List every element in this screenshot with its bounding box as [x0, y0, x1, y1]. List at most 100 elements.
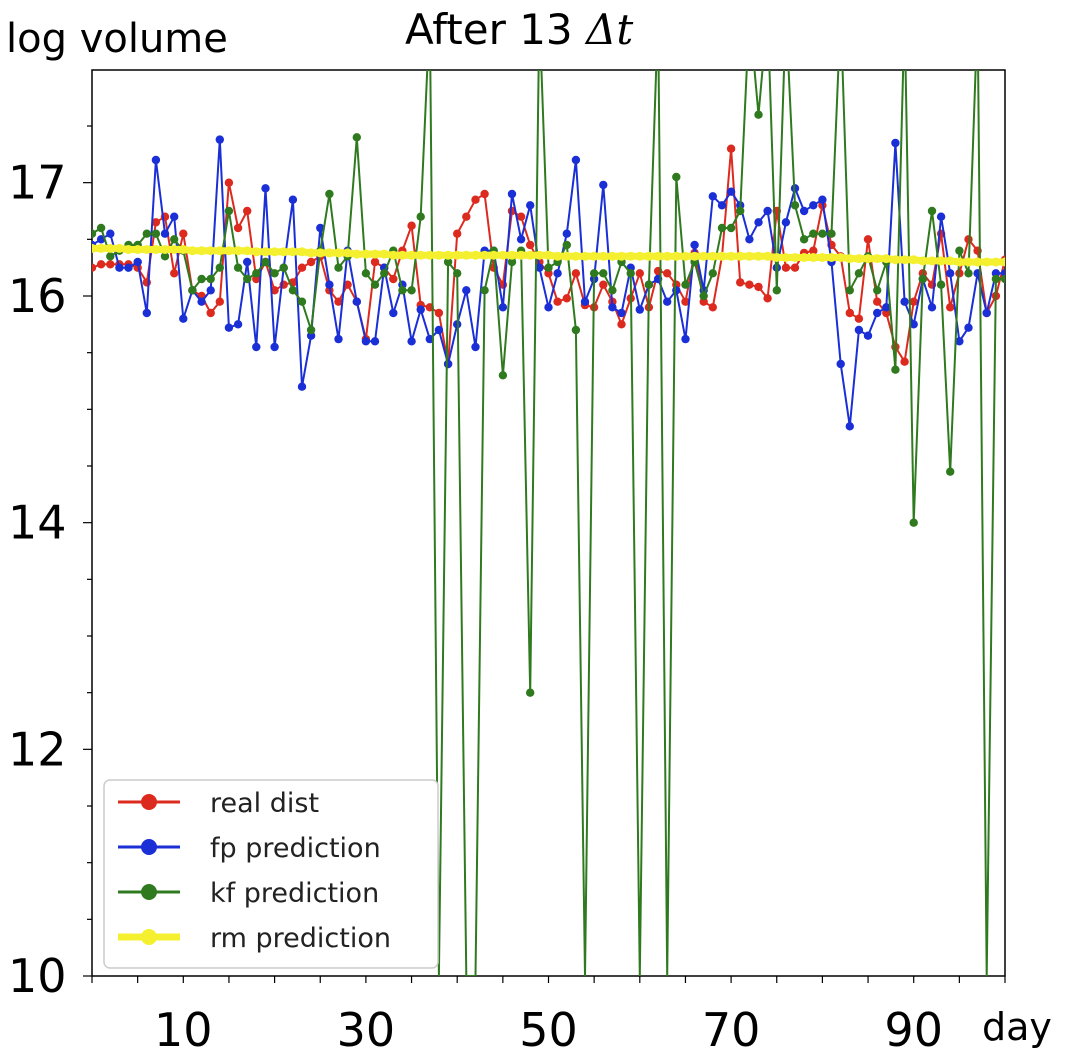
data-point — [863, 254, 873, 264]
data-point — [836, 253, 846, 262]
data-point — [160, 252, 170, 261]
data-point — [334, 297, 343, 306]
data-point — [882, 303, 891, 312]
data-point — [708, 192, 717, 201]
legend-items: real dist fp prediction kf prediction rm pr… — [118, 788, 391, 954]
data-point — [936, 256, 946, 266]
data-point — [215, 263, 224, 272]
data-point — [571, 269, 581, 278]
data-point — [361, 249, 371, 259]
data-point — [799, 235, 809, 244]
data-point — [498, 250, 508, 260]
data-point — [516, 250, 526, 260]
data-point — [224, 323, 234, 332]
data-point — [178, 245, 188, 254]
data-point — [644, 251, 654, 261]
data-point — [169, 245, 179, 254]
data-point — [453, 269, 462, 278]
data-point — [443, 257, 453, 267]
data-point — [817, 253, 827, 262]
data-point — [946, 269, 955, 278]
data-point — [872, 254, 882, 264]
data-point — [936, 280, 946, 289]
data-point — [443, 359, 453, 369]
data-point — [480, 250, 490, 260]
data-point — [370, 337, 380, 346]
axis-tick-labels: 10 12 14 16 17 10 30 50 70 90 — [8, 156, 943, 1057]
data-point — [288, 247, 298, 257]
data-point — [252, 269, 261, 278]
data-point — [854, 314, 864, 323]
data-point — [745, 280, 754, 289]
data-point — [544, 263, 553, 272]
data-point — [370, 280, 380, 289]
data-point — [526, 688, 535, 697]
data-point — [809, 246, 818, 255]
data-point — [854, 269, 864, 278]
data-point — [453, 229, 462, 238]
data-point — [681, 280, 690, 289]
data-point — [790, 253, 800, 262]
data-point — [416, 305, 425, 314]
data-point — [690, 240, 699, 250]
data-point — [297, 382, 307, 391]
data-point — [973, 257, 983, 267]
series-fp-prediction — [92, 135, 1005, 431]
data-point — [443, 250, 453, 260]
data-point — [900, 255, 910, 265]
y-tick-label: 12 — [8, 722, 67, 776]
data-point — [206, 286, 215, 295]
data-point — [845, 254, 855, 264]
data-point — [306, 325, 316, 335]
data-point — [964, 257, 973, 267]
data-point — [133, 257, 142, 267]
data-point — [799, 206, 809, 216]
data-point — [334, 334, 343, 344]
data-point — [142, 245, 152, 254]
data-point — [170, 212, 179, 221]
data-point — [471, 250, 480, 260]
data-point — [188, 286, 197, 295]
data-point — [635, 305, 644, 314]
data-point — [918, 274, 927, 284]
data-point — [708, 269, 717, 278]
data-point — [197, 297, 206, 306]
data-point — [462, 212, 471, 221]
data-point — [890, 255, 900, 265]
data-point — [964, 235, 973, 244]
data-point — [233, 246, 243, 256]
data-point — [1000, 257, 1005, 267]
data-point — [909, 255, 919, 265]
data-point — [170, 269, 179, 278]
data-point — [726, 251, 736, 261]
data-point — [927, 303, 937, 312]
data-point — [672, 286, 681, 295]
data-point — [243, 257, 252, 267]
data-point — [955, 337, 964, 346]
data-point — [690, 251, 700, 261]
data-point — [635, 269, 644, 278]
data-point — [891, 365, 900, 374]
data-point — [407, 286, 416, 295]
data-point — [297, 247, 307, 257]
data-point — [270, 247, 280, 257]
data-point — [215, 246, 225, 256]
data-point — [389, 274, 398, 284]
data-point — [717, 201, 727, 210]
data-point — [571, 251, 581, 261]
data-point — [224, 178, 234, 187]
data-point — [397, 250, 407, 260]
data-point — [744, 251, 754, 261]
data-point — [416, 212, 425, 221]
data-point — [471, 342, 480, 352]
data-point — [115, 263, 124, 272]
data-point — [653, 251, 663, 261]
series-rm-prediction — [92, 243, 1005, 267]
data-point — [845, 422, 854, 431]
x-tick-label: 70 — [702, 1003, 761, 1057]
axis-ticks — [83, 125, 1006, 983]
data-point — [736, 278, 745, 287]
data-point — [754, 110, 763, 119]
data-point — [124, 245, 133, 254]
data-point — [462, 286, 471, 295]
